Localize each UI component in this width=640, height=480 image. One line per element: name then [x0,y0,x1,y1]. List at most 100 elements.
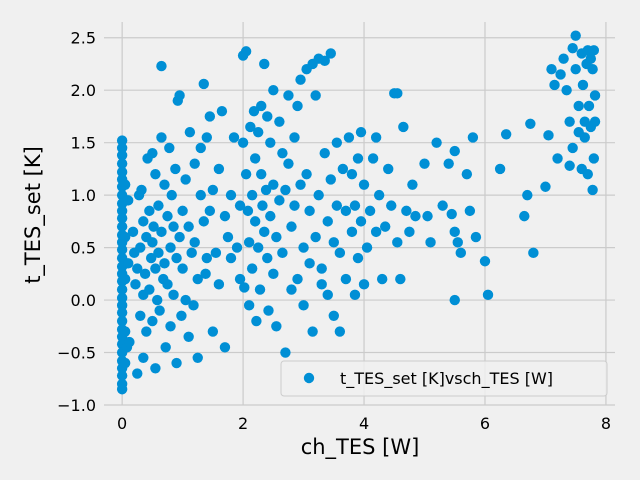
data-point [407,179,418,190]
data-point [370,226,382,238]
data-point [243,300,255,311]
data-point [262,252,273,264]
data-point [298,242,309,253]
data-point [271,231,282,243]
data-point [160,342,171,353]
data-point [144,205,155,217]
data-point [588,153,600,164]
data-point [361,242,373,253]
data-point [207,326,219,337]
data-point [239,282,250,293]
data-point [177,205,188,217]
x-tick-label: 2 [238,414,248,433]
data-point [159,179,170,190]
data-point [373,189,385,201]
data-point [271,321,282,332]
data-point [171,357,182,369]
data-point [156,60,167,72]
data-point [325,174,336,185]
data-point [398,121,409,133]
data-point [328,237,339,248]
data-point [352,153,364,164]
y-tick-label: 0.5 [71,239,96,258]
data-point [210,247,222,259]
data-point [401,205,412,217]
data-point [579,132,590,143]
data-point [383,163,394,175]
data-point [201,132,213,143]
y-tick-label: 0.0 [71,291,96,310]
data-point [152,294,163,306]
data-point [422,210,433,222]
data-point [259,226,270,238]
x-tick-label: 6 [480,414,490,433]
data-point [141,326,152,337]
data-point [116,150,128,161]
data-point [147,315,158,327]
data-point [337,163,349,175]
data-point [116,244,128,255]
data-point [564,160,575,171]
data-point [200,268,211,280]
data-point [304,258,315,269]
data-point [147,147,158,159]
data-point [119,357,131,369]
data-point [585,53,597,64]
data-point [546,64,557,75]
data-point [310,231,321,243]
data-point [153,247,164,259]
data-point [404,226,415,238]
legend-box [280,360,608,397]
data-point [116,384,128,395]
data-point [150,263,161,274]
data-point [116,221,128,232]
data-point [343,132,355,143]
data-point [395,273,406,285]
data-point [564,116,575,127]
data-point [283,158,294,169]
data-point [248,105,260,117]
data-point [119,231,131,243]
legend: t_TES_set [K]vsch_TES [W] [280,360,608,397]
data-point [177,263,188,274]
x-tick-label: 4 [359,414,369,433]
data-point [154,305,165,316]
data-point [116,213,128,224]
data-point [313,189,324,201]
data-point [116,142,128,154]
data-point [570,30,581,41]
data-point [340,205,352,217]
data-point [295,74,306,85]
data-point [307,326,318,337]
data-point [139,268,151,280]
data-point [358,279,370,290]
data-point [127,226,139,238]
data-point [446,208,457,220]
data-point [249,216,261,227]
data-point [253,242,264,253]
data-point [292,100,303,112]
data-point [494,163,506,175]
data-point [567,142,578,154]
data-point [482,289,494,301]
data-point [195,189,206,201]
data-point [583,100,595,112]
data-point [234,273,246,285]
data-point [358,179,370,190]
data-point [588,45,600,56]
data-point [573,100,584,112]
data-point [231,242,243,253]
data-point [148,221,159,232]
data-point [116,307,128,318]
data-point [165,321,176,332]
y-tick-label: −1.0 [57,396,96,415]
data-point [156,226,167,238]
data-point [116,370,128,381]
data-point [130,279,141,290]
data-point [274,116,285,127]
data-point [225,252,237,264]
data-point [219,210,231,222]
data-point [561,85,572,96]
data-point [184,126,196,138]
